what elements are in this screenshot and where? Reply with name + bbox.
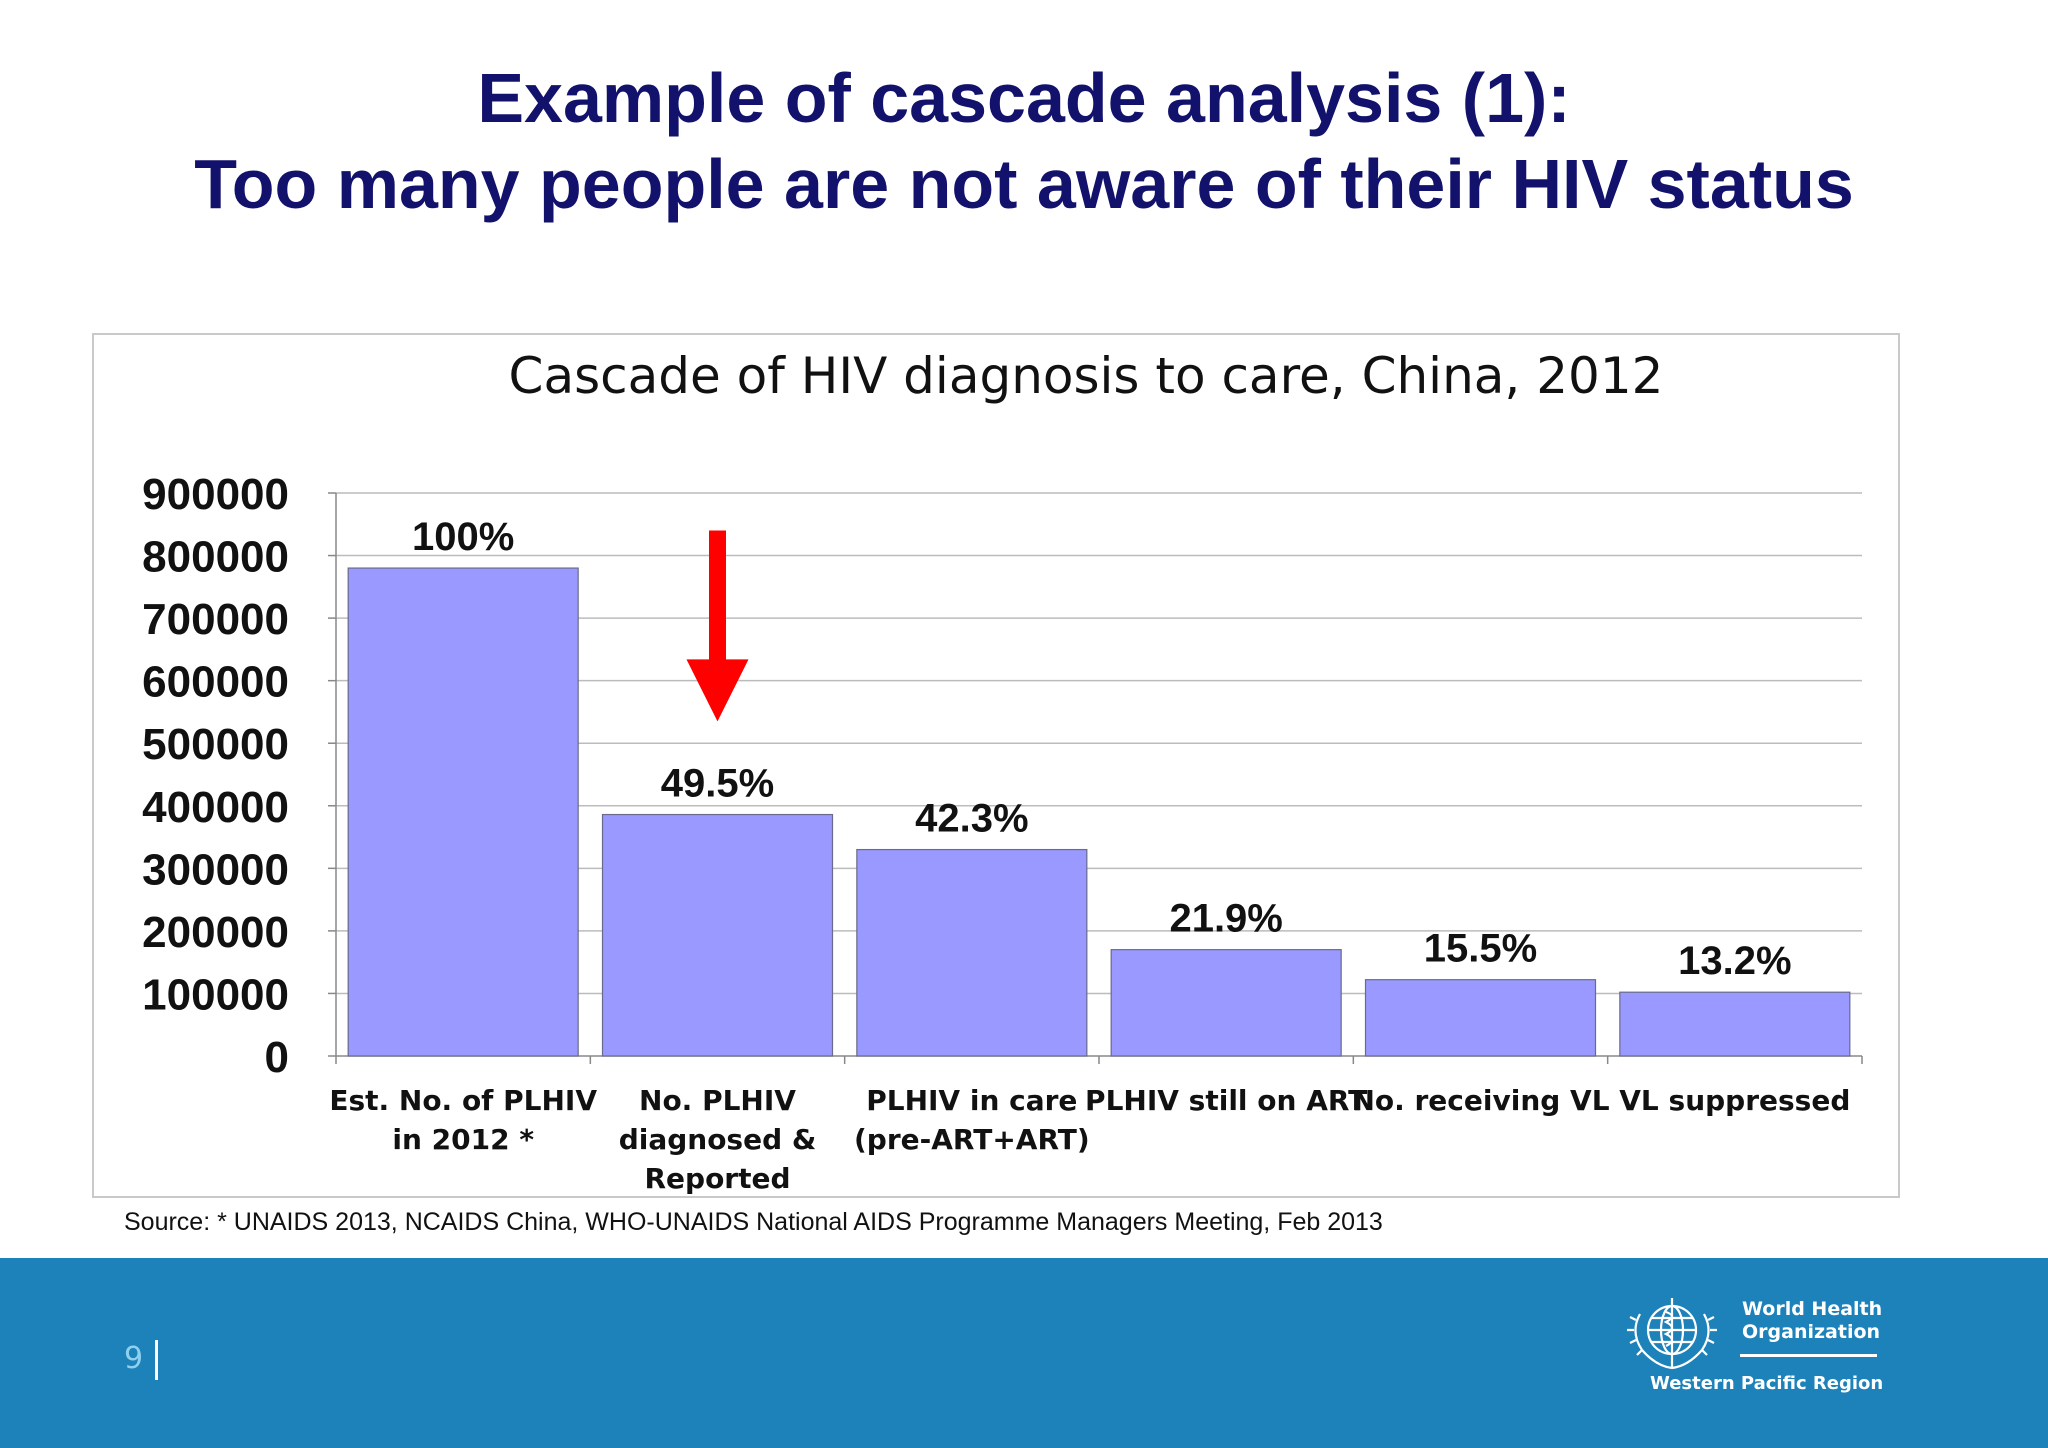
data-label: 42.3% bbox=[915, 797, 1028, 841]
bar-chart: Cascade of HIV diagnosis to care, China,… bbox=[142, 347, 1863, 1195]
slide-title: Example of cascade analysis (1): Too man… bbox=[0, 55, 2048, 227]
chart-frame: Cascade of HIV diagnosis to care, China,… bbox=[92, 333, 1900, 1198]
slide-title-line-2: Too many people are not aware of their H… bbox=[194, 145, 1854, 223]
y-tick-label: 700000 bbox=[142, 595, 289, 644]
bar bbox=[1619, 991, 1851, 1057]
y-tick-label: 900000 bbox=[142, 470, 289, 519]
bar bbox=[601, 813, 834, 1057]
who-region: Western Pacific Region bbox=[1650, 1373, 1884, 1394]
x-category-label: VL suppressed bbox=[1619, 1084, 1850, 1117]
x-category-label: PLHIV in care bbox=[866, 1084, 1077, 1117]
chart-title: Cascade of HIV diagnosis to care, China,… bbox=[509, 347, 1664, 405]
bar bbox=[1364, 979, 1597, 1057]
who-divider bbox=[1740, 1354, 1877, 1357]
x-category-label: No. PLHIV bbox=[639, 1084, 796, 1117]
slide-title-line-1: Example of cascade analysis (1): bbox=[477, 59, 1571, 137]
data-label: 49.5% bbox=[661, 762, 774, 806]
y-tick-label: 100000 bbox=[142, 970, 289, 1019]
who-organization-name: World Health Organization bbox=[1742, 1298, 1882, 1344]
page-number: 9 bbox=[124, 1341, 144, 1376]
x-category-label: Est. No. of PLHIV bbox=[329, 1084, 597, 1117]
x-category-label: PLHIV still on ART bbox=[1085, 1084, 1367, 1117]
page-number-divider bbox=[155, 1340, 158, 1380]
footer-band: 9 World Health Organization Western Paci… bbox=[0, 1258, 2048, 1448]
source-note: Source: * UNAIDS 2013, NCAIDS China, WHO… bbox=[124, 1208, 1383, 1236]
y-tick-label: 0 bbox=[265, 1033, 289, 1082]
who-name-line-2: Organization bbox=[1742, 1321, 1881, 1343]
y-tick-label: 500000 bbox=[142, 720, 289, 769]
y-tick-label: 800000 bbox=[142, 533, 289, 582]
data-label: 15.5% bbox=[1424, 927, 1537, 971]
x-category-label: diagnosed & bbox=[619, 1123, 817, 1156]
x-category-label: in 2012 * bbox=[392, 1123, 534, 1156]
red-down-arrow bbox=[686, 530, 749, 722]
data-label: 13.2% bbox=[1678, 939, 1791, 983]
who-emblem-icon bbox=[1627, 1298, 1717, 1370]
bar bbox=[347, 567, 579, 1057]
y-tick-label: 600000 bbox=[142, 658, 289, 707]
who-name-line-1: World Health bbox=[1742, 1298, 1883, 1320]
y-tick-label: 200000 bbox=[142, 908, 289, 957]
bar bbox=[856, 848, 1088, 1057]
y-tick-label: 400000 bbox=[142, 783, 289, 832]
bar bbox=[1110, 949, 1342, 1057]
y-tick-label: 300000 bbox=[142, 845, 289, 894]
data-label: 100% bbox=[412, 515, 514, 559]
x-category-label: (pre-ART+ART) bbox=[854, 1123, 1090, 1156]
x-category-label: No. receiving VL bbox=[1351, 1084, 1609, 1117]
x-category-label: Reported bbox=[644, 1162, 790, 1195]
data-label: 21.9% bbox=[1169, 897, 1282, 941]
